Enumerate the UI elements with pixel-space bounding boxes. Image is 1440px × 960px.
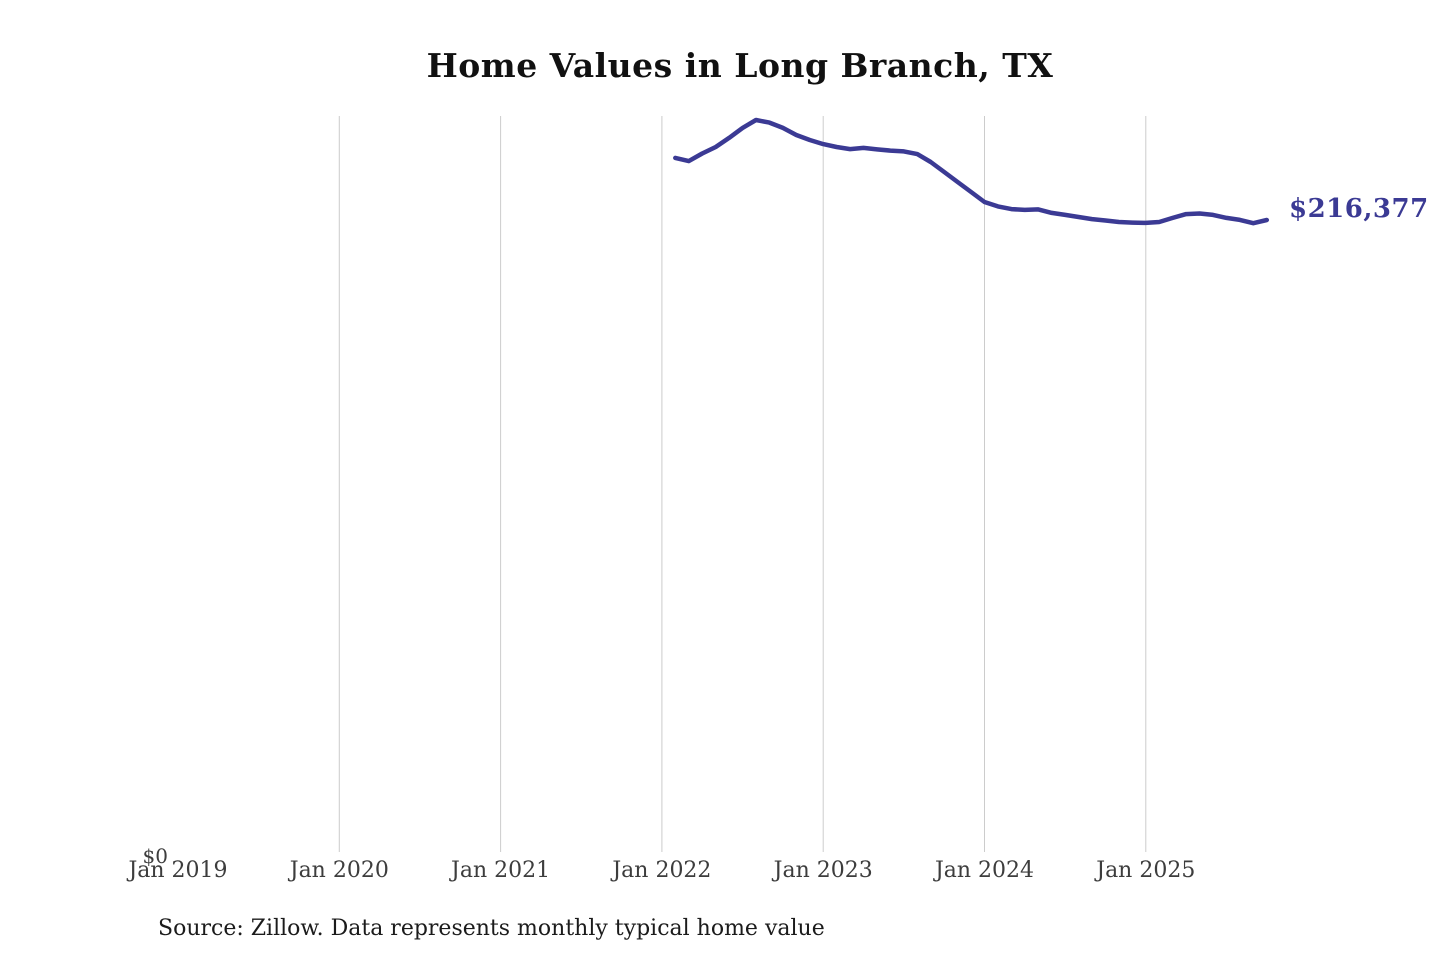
x-tick-label: Jan 2019 — [128, 858, 228, 883]
x-tick-label: Jan 2022 — [612, 858, 712, 883]
gridlines — [338, 116, 1147, 852]
x-tick-label: Jan 2024 — [934, 858, 1035, 883]
x-tick-label: Jan 2020 — [289, 858, 389, 883]
home-value-line — [673, 117, 1270, 226]
x-tick-label: Jan 2023 — [773, 858, 873, 883]
end-value-label: $216,377 — [1289, 194, 1429, 224]
chart-title: Home Values in Long Branch, TX — [426, 46, 1054, 85]
source-note: Source: Zillow. Data represents monthly … — [158, 916, 825, 941]
x-tick-label: Jan 2025 — [1096, 858, 1196, 883]
x-tick-label: Jan 2021 — [451, 858, 551, 883]
y-axis-zero-label: $0 — [142, 844, 168, 868]
